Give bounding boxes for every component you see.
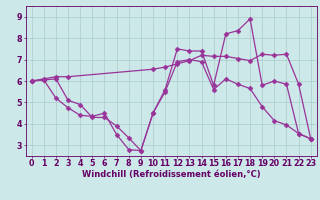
X-axis label: Windchill (Refroidissement éolien,°C): Windchill (Refroidissement éolien,°C) — [82, 170, 260, 179]
